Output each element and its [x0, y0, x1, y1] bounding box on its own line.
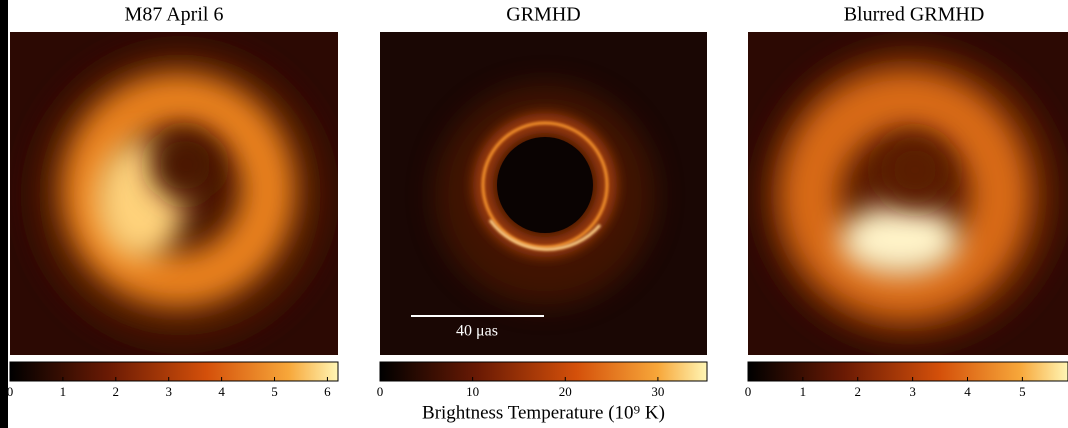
colorbar-tick-label: 2 [113, 384, 120, 399]
panel-title: Blurred GRMHD [844, 4, 985, 26]
panel-title: M87 April 6 [125, 4, 224, 26]
colorbar-tick-label: 3 [909, 384, 916, 399]
blurred-image [748, 32, 1068, 355]
colorbar-tick-label: 5 [1019, 384, 1026, 399]
scale-label: 40 μas [456, 323, 498, 340]
colorbar-tick-label: 0 [745, 384, 752, 399]
panel-title: GRMHD [506, 4, 580, 26]
colorbar-tick-label: 5 [271, 384, 278, 399]
grmhd-image [380, 32, 707, 355]
figure: M87 April 60123456GRMHD0102030Brightness… [0, 0, 1068, 428]
edge [0, 0, 8, 428]
colorbar-tick-label: 2 [855, 384, 862, 399]
colorbar-tick-label: 6 [324, 384, 331, 399]
colorbar-tick-label: 4 [964, 384, 971, 399]
colorbar-tick-label: 20 [559, 384, 572, 399]
colorbar-tick-label: 1 [60, 384, 67, 399]
colorbar-label: Brightness Temperature (10⁹ K) [422, 402, 665, 423]
colorbar-tick-label: 10 [466, 384, 479, 399]
colorbar-tick-label: 1 [800, 384, 807, 399]
colorbar-tick-label: 4 [218, 384, 225, 399]
colorbar [748, 362, 1068, 381]
m87-image [10, 32, 338, 355]
colorbar [10, 362, 338, 381]
colorbar-tick-label: 30 [651, 384, 664, 399]
colorbar-tick-label: 0 [377, 384, 384, 399]
colorbar-tick-label: 3 [165, 384, 172, 399]
colorbar-tick-label: 0 [7, 384, 14, 399]
